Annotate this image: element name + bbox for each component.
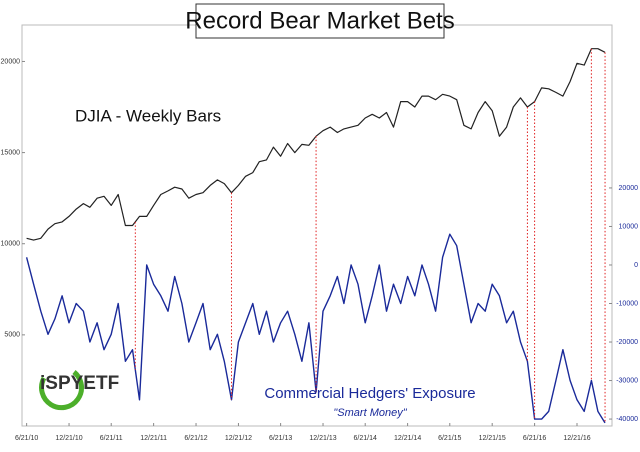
x-tick-label: 6/21/16 [523, 435, 546, 442]
y2-tick-label: -20000 [616, 339, 638, 346]
x-tick-label: 12/21/14 [394, 435, 421, 442]
x-tick-label: 12/21/16 [563, 435, 590, 442]
y2-tick-label: -30000 [616, 377, 638, 384]
x-tick-label: 12/21/12 [225, 435, 252, 442]
chart-title: Record Bear Market Bets [185, 7, 454, 34]
annotation: "Smart Money" [333, 407, 407, 419]
y-tick-label: 10000 [1, 241, 21, 248]
y2-tick-label: 0 [634, 262, 638, 269]
y2-tick-label: 20000 [619, 185, 639, 192]
x-tick-label: 12/21/13 [309, 435, 336, 442]
x-tick-label: 6/21/13 [269, 435, 292, 442]
plot-frame [21, 24, 613, 427]
series-label: DJIA - Weekly Bars [75, 106, 221, 125]
y2-tick-label: -40000 [616, 416, 638, 423]
title-box [195, 3, 445, 39]
logo: iSPYETF [39, 370, 119, 411]
x-tick-label: 12/21/11 [140, 435, 167, 442]
x-tick-label: 6/21/14 [354, 435, 377, 442]
x-tick-label: 6/21/15 [438, 435, 461, 442]
y-tick-label: 5000 [4, 332, 20, 339]
y-tick-label: 15000 [1, 149, 21, 156]
y2-tick-label: 10000 [619, 223, 639, 230]
logo-swoosh [39, 370, 85, 411]
x-tick-label: 6/21/10 [15, 435, 38, 442]
x-tick-label: 6/21/11 [100, 435, 123, 442]
series-label: Commercial Hedgers' Exposure [264, 385, 475, 402]
y2-tick-label: -10000 [616, 300, 638, 307]
logo-text: iSPYETF [40, 373, 119, 394]
x-tick-label: 12/21/10 [55, 435, 82, 442]
x-tick-label: 6/21/12 [184, 435, 207, 442]
x-tick-label: 12/21/15 [479, 435, 506, 442]
y-tick-label: 20000 [1, 58, 21, 65]
